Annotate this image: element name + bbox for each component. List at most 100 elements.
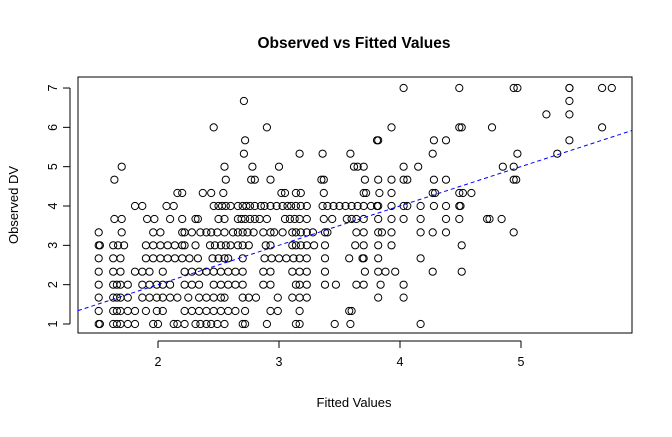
- reference-line: [77, 130, 633, 312]
- data-point: [224, 280, 233, 289]
- data-point: [317, 175, 326, 184]
- data-point: [149, 228, 158, 237]
- data-point: [185, 254, 194, 263]
- data-point: [220, 254, 229, 263]
- data-point: [247, 175, 256, 184]
- data-point: [116, 254, 125, 263]
- data-point: [352, 228, 361, 237]
- data-point: [374, 254, 383, 263]
- data-point: [187, 228, 196, 237]
- data-point: [308, 228, 317, 237]
- data-point: [112, 319, 122, 329]
- data-point: [202, 228, 211, 237]
- data-point: [259, 228, 268, 237]
- data-point: [187, 267, 196, 276]
- x-axis: 2 3 4 5: [155, 340, 525, 369]
- data-point: [207, 228, 216, 237]
- data-point: [607, 83, 616, 93]
- data-point: [399, 293, 408, 302]
- data-point: [138, 293, 147, 302]
- data-point: [513, 83, 522, 93]
- data-point: [288, 241, 297, 250]
- data-point: [109, 267, 118, 276]
- data-point: [259, 280, 268, 289]
- y-tick-label: 2: [46, 281, 60, 288]
- data-point: [241, 319, 250, 329]
- data-point: [158, 267, 167, 276]
- data-point: [114, 241, 123, 250]
- data-point: [403, 201, 412, 211]
- data-point: [349, 162, 359, 171]
- data-point: [110, 214, 119, 224]
- data-point: [403, 175, 412, 184]
- data-point: [399, 280, 408, 289]
- data-point: [414, 162, 423, 171]
- data-point: [260, 201, 269, 211]
- data-point: [283, 201, 292, 211]
- data-point: [291, 228, 300, 237]
- data-point: [152, 280, 161, 289]
- data-point: [266, 241, 275, 250]
- data-point: [156, 254, 165, 263]
- data-point: [209, 267, 218, 276]
- data-point: [565, 136, 574, 145]
- y-tick-label: 1: [46, 320, 60, 327]
- x-axis-label: Fitted Values: [317, 395, 392, 410]
- data-point: [387, 123, 396, 132]
- data-point: [374, 267, 383, 276]
- data-point: [512, 175, 521, 184]
- data-point: [152, 293, 161, 302]
- data-point: [346, 149, 355, 158]
- data-point: [207, 319, 216, 329]
- data-point: [296, 228, 305, 237]
- data-point: [441, 214, 451, 224]
- data-point: [110, 175, 119, 184]
- data-points: [94, 83, 616, 329]
- data-point: [458, 188, 467, 198]
- data-point: [123, 280, 132, 289]
- y-tick-label: 6: [46, 124, 60, 131]
- data-point: [166, 293, 175, 302]
- data-point: [295, 214, 304, 224]
- data-point: [399, 214, 408, 224]
- data-point: [210, 241, 219, 250]
- data-point: [117, 214, 126, 224]
- data-point: [138, 280, 147, 289]
- data-point: [191, 241, 200, 250]
- data-point: [145, 267, 154, 276]
- data-point: [266, 175, 275, 184]
- data-point: [497, 214, 506, 224]
- data-point: [310, 241, 319, 250]
- data-point: [196, 228, 205, 237]
- y-tick-label: 5: [46, 163, 60, 170]
- data-point: [216, 306, 225, 316]
- data-point: [224, 306, 233, 316]
- data-point: [302, 201, 311, 211]
- data-point: [221, 175, 230, 184]
- data-point: [261, 241, 270, 250]
- data-point: [231, 267, 240, 276]
- data-point: [509, 175, 518, 184]
- data-point: [117, 228, 126, 237]
- data-point: [320, 228, 330, 237]
- data-point: [291, 280, 300, 289]
- data-point: [320, 254, 330, 263]
- data-point: [262, 123, 271, 132]
- data-point: [359, 280, 368, 289]
- data-point: [399, 162, 408, 171]
- data-point: [209, 280, 218, 289]
- x-tick-label: 4: [397, 355, 404, 369]
- data-point: [441, 136, 451, 145]
- data-point: [280, 188, 290, 198]
- data-point: [117, 162, 126, 171]
- data-point: [288, 267, 297, 276]
- data-point: [214, 214, 223, 224]
- data-point: [95, 241, 105, 250]
- data-point: [441, 175, 451, 184]
- data-point: [109, 241, 118, 250]
- data-point: [180, 241, 189, 250]
- data-point: [209, 306, 218, 316]
- data-point: [391, 267, 400, 276]
- chart-title: Observed vs Fitted Values: [258, 35, 451, 52]
